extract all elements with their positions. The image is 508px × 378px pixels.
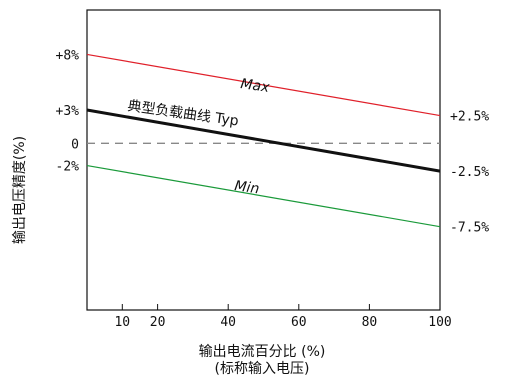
x-axis-label: 输出电流百分比 (%) (199, 344, 326, 360)
x-tick-label: 60 (291, 315, 307, 330)
x-tick-label: 40 (220, 315, 236, 330)
y-tick-label-left: +8% (56, 48, 80, 63)
y-tick-label-left: -2% (56, 160, 80, 175)
y-axis-label: 输出电压精度(%) (12, 136, 28, 244)
x-tick-label: 80 (362, 315, 378, 330)
series-line-2 (86, 164, 441, 228)
plot-area (86, 9, 441, 311)
y-tick-label-right: -7.5% (450, 221, 489, 236)
x-tick-label: 20 (150, 315, 166, 330)
y-tick-label-right: -2.5% (450, 165, 489, 180)
x-ticks: 10 20 40 60 80 100 (114, 304, 452, 330)
series-label-typ: 典型负载曲线 Typ (126, 98, 239, 129)
series-label-max: Max (239, 76, 271, 96)
y-ticks-right: +2.5% -2.5% -7.5% (450, 110, 489, 236)
series-lines (86, 53, 441, 228)
y-tick-label-left: 0 (71, 137, 79, 152)
x-tick-label: 10 (114, 315, 130, 330)
x-tick-label: 100 (428, 315, 451, 330)
series-label-min: Min (233, 178, 260, 197)
y-tick-label-right: +2.5% (450, 110, 489, 125)
y-ticks-left: +8% +3% 0 -2% (56, 48, 80, 174)
series-line-0 (86, 53, 441, 117)
x-axis-sublabel: (标称输入电压) (215, 361, 310, 377)
series-line-1 (86, 108, 441, 173)
y-tick-label-left: +3% (56, 104, 80, 119)
